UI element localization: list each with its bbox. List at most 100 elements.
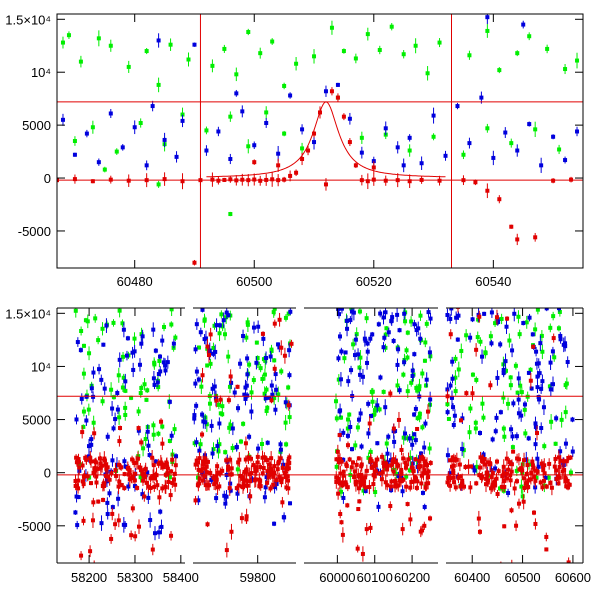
top-point-2: [306, 148, 311, 153]
bottom-point-3-2: [522, 485, 527, 490]
bottom-point-0-1: [156, 372, 161, 377]
bottom-point-3-2: [566, 455, 571, 460]
bottom-point-1-1: [245, 372, 250, 377]
bottom-point-3-1: [450, 359, 455, 364]
bottom-point-3-1: [563, 441, 568, 446]
bottom-point-2-2: [389, 479, 394, 484]
bottom-point-0-0: [117, 415, 122, 420]
bottom-point-2-2: [352, 475, 357, 480]
top-point-1: [359, 150, 364, 155]
bottom-point-1-1: [263, 485, 268, 490]
bottom-point-2-2: [360, 476, 365, 481]
top-ytick-label: -5000: [18, 224, 51, 239]
bottom-point-3-2: [554, 476, 559, 481]
bottom-point-0-1: [139, 341, 144, 346]
bottom-point-3-1: [529, 386, 534, 391]
bottom-point-3-2: [532, 474, 537, 479]
bottom-point-3-2: [502, 524, 507, 529]
bottom-point-1-2: [244, 517, 249, 522]
top-point-1: [240, 109, 245, 114]
top-point-2: [72, 177, 77, 182]
bottom-point-1-1: [202, 337, 207, 342]
bottom-point-3-1: [537, 397, 542, 402]
bottom-point-0-2: [104, 466, 109, 471]
bottom-point-2-1: [358, 372, 363, 377]
bottom-point-2-0: [405, 436, 410, 441]
bottom-point-0-1: [121, 522, 126, 527]
top-point-0: [282, 131, 287, 136]
top-point-0: [575, 58, 580, 63]
top-panel: 60480 60500 60520 60540: [56, 13, 584, 289]
top-point-0: [437, 40, 442, 45]
bottom-point-2-0: [351, 342, 356, 347]
bottom-point-1-1: [251, 325, 256, 330]
bottom-point-0-2: [153, 476, 158, 481]
bottom-point-2-1: [338, 377, 343, 382]
bottom-point-0-2: [159, 461, 164, 466]
bottom-point-2-0: [364, 316, 369, 321]
bottom-point-3-1: [516, 397, 521, 402]
bottom-point-2-2: [345, 443, 350, 448]
bottom-point-3-1: [570, 449, 575, 454]
bottom-point-2-1: [389, 319, 394, 324]
bottom-point-2-2: [423, 462, 428, 467]
bottom-point-2-0: [403, 319, 408, 324]
bottom-point-0-2: [79, 553, 84, 558]
bottom-point-3-2: [531, 510, 536, 515]
bottom-point-1-2: [258, 484, 263, 489]
bottom-point-3-1: [493, 466, 498, 471]
bottom-point-0-2: [89, 459, 94, 464]
top-point-1: [96, 160, 101, 165]
bottom-point-2-2: [420, 455, 425, 460]
bottom-point-3-1: [455, 337, 460, 342]
bottom-point-3-0: [564, 381, 569, 386]
bottom-point-1-0: [222, 332, 227, 337]
bottom-point-3-1: [524, 457, 529, 462]
top-point-1: [60, 117, 65, 122]
top-point-0: [365, 32, 370, 37]
top-point-2: [258, 178, 263, 183]
bottom-point-1-0: [219, 312, 224, 317]
bottom-xtick-label: 58200: [71, 570, 107, 585]
bottom-point-3-0: [524, 320, 529, 325]
bottom-point-1-0: [254, 340, 259, 345]
bottom-point-0-1: [151, 327, 156, 332]
bottom-point-1-1: [261, 336, 266, 341]
bottom-point-3-2: [567, 482, 572, 487]
bottom-point-2-2: [408, 485, 413, 490]
bottom-point-0-0: [136, 409, 141, 414]
bottom-point-1-2: [248, 479, 253, 484]
bottom-point-0-2: [169, 533, 174, 538]
bottom-point-2-1: [410, 373, 415, 378]
bottom-point-0-1: [110, 505, 115, 510]
bottom-point-0-0: [121, 375, 126, 380]
bottom-point-2-2: [417, 458, 422, 463]
bottom-point-2-0: [395, 383, 400, 388]
bottom-point-3-1: [535, 385, 540, 390]
bottom-point-0-1: [145, 429, 150, 434]
bottom-point-3-2: [522, 458, 527, 463]
bottom-point-2-2: [341, 473, 346, 478]
bottom-point-1-2: [247, 472, 252, 477]
bottom-point-0-2: [133, 534, 138, 539]
bottom-xtick-label: 60000: [319, 570, 355, 585]
bottom-point-3-2: [446, 476, 451, 481]
bottom-point-3-0: [549, 419, 554, 424]
bottom-point-3-2: [542, 471, 547, 476]
bottom-point-0-1: [132, 484, 137, 489]
top-point-1: [503, 130, 508, 135]
bottom-point-1-2: [199, 468, 204, 473]
bottom-point-0-2: [76, 478, 81, 483]
bottom-point-1-2: [272, 366, 277, 371]
bottom-point-1-0: [272, 358, 277, 363]
bottom-point-3-0: [556, 326, 561, 331]
bottom-point-2-2: [395, 462, 400, 467]
bottom-point-1-0: [216, 449, 221, 454]
bottom-point-3-2: [526, 485, 531, 490]
bottom-point-1-2: [197, 456, 202, 461]
bottom-point-0-0: [173, 335, 178, 340]
bottom-point-3-0: [508, 383, 513, 388]
top-point-1: [575, 129, 580, 134]
bottom-point-0-2: [130, 457, 135, 462]
bottom-point-1-1: [245, 393, 250, 398]
